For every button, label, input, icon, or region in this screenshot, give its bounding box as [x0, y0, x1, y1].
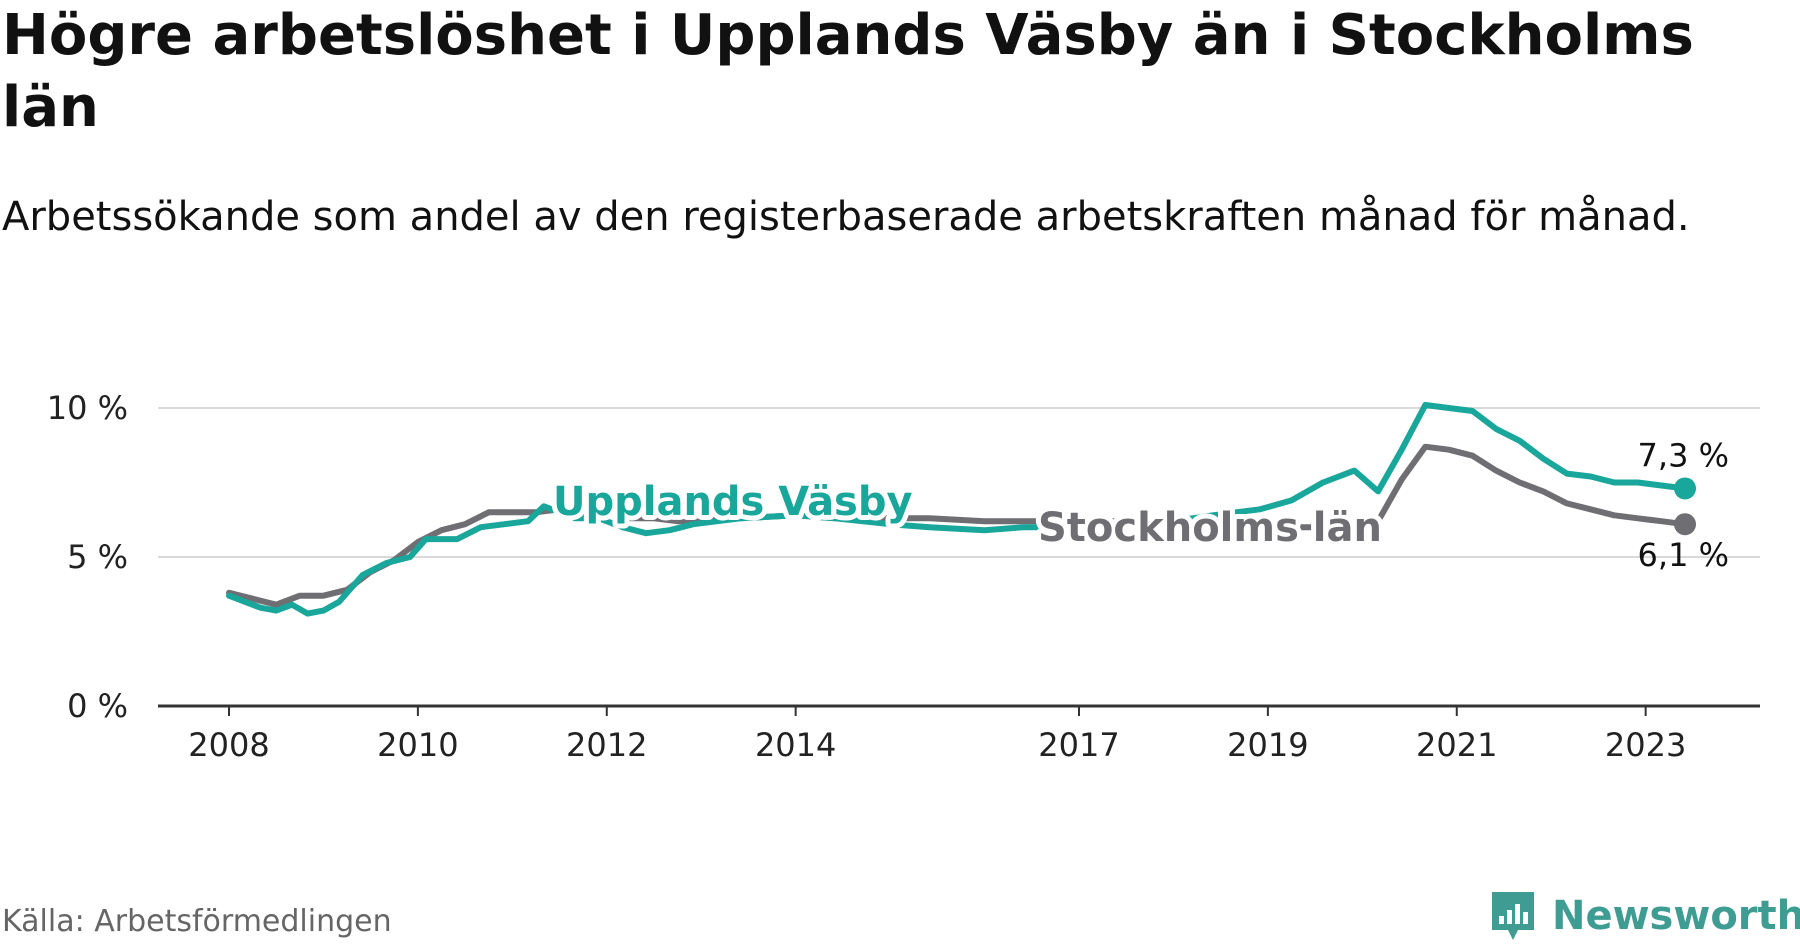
x-tick-label: 2014 — [755, 726, 836, 764]
series-stockholms-lan-end-point — [1674, 513, 1696, 536]
end-label-stockholms-lan: 6,1 % — [1638, 536, 1729, 574]
series-label-upplands-vasby: Upplands Väsby — [553, 479, 913, 525]
y-tick-label: 0 % — [67, 687, 128, 725]
grid-lines — [158, 407, 1760, 558]
series-labels: Upplands Väsby Stockholms län 7,3 % 6,1 % — [548, 436, 1729, 574]
x-tick-label: 2010 — [377, 726, 458, 764]
chart-title: Högre arbetslöshet i Upplands Väsby än i… — [2, 3, 1694, 140]
x-tick-label: 2023 — [1605, 726, 1686, 764]
end-label-upplands-vasby: 7,3 % — [1638, 436, 1729, 474]
series-stockholms-lan-line — [226, 443, 1688, 608]
x-axis: 2008 2010 2012 2014 2017 2019 2021 2023 — [158, 704, 1760, 764]
series-lines — [226, 402, 1696, 617]
y-tick-label: 10 % — [47, 389, 128, 427]
newsworthy-logo-icon — [1492, 892, 1534, 940]
y-tick-label: 5 % — [67, 538, 128, 576]
x-tick-label: 2017 — [1038, 726, 1119, 764]
series-label-stockholms-lan: Stockholms län — [1038, 505, 1382, 551]
brand-name: Newsworthy — [1552, 893, 1800, 939]
x-tick-label: 2021 — [1416, 726, 1497, 764]
chart-subtitle: Arbetssökande som andel av den registerb… — [2, 194, 1690, 240]
series-upplands-vasby-end-point — [1674, 477, 1696, 500]
x-tick-label: 2019 — [1227, 726, 1308, 764]
source-note: Källa: Arbetsförmedlingen — [2, 904, 392, 939]
brand-logo[interactable]: Newsworthy — [1490, 888, 1800, 944]
y-axis-ticks: 0 % 5 % 10 % — [47, 389, 128, 725]
x-tick-label: 2008 — [188, 726, 269, 764]
series-upplands-vasby-line — [226, 402, 1688, 617]
x-tick-label: 2012 — [566, 726, 647, 764]
